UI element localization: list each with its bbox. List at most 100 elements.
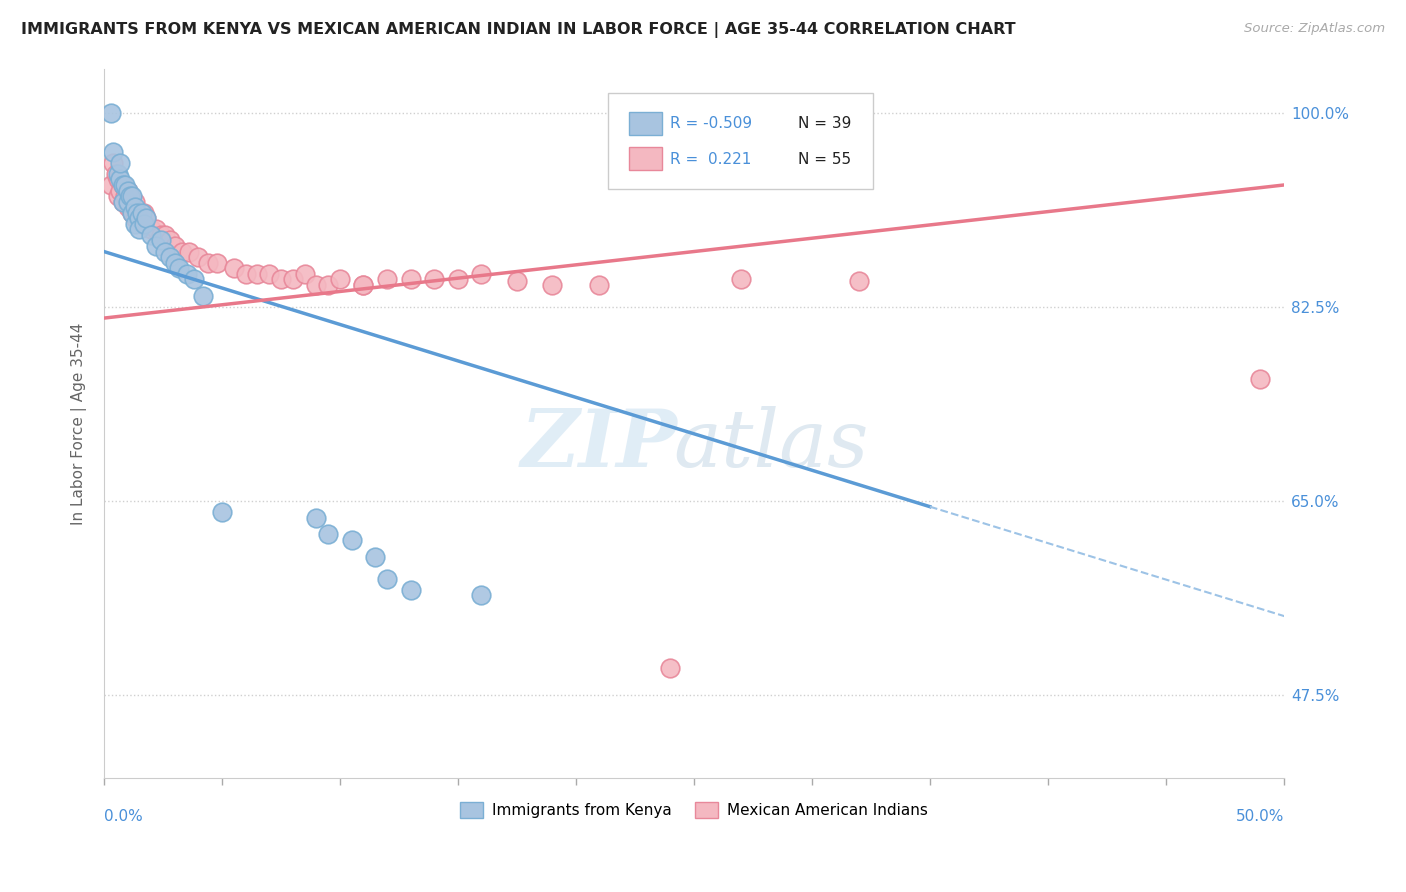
Text: ZIP: ZIP — [522, 406, 678, 483]
Text: atlas: atlas — [673, 406, 869, 483]
Point — [132, 205, 155, 219]
Text: R =  0.221: R = 0.221 — [671, 152, 752, 167]
Point — [128, 222, 150, 236]
Point — [135, 211, 157, 226]
Point — [177, 244, 200, 259]
Point — [117, 200, 139, 214]
Point — [128, 211, 150, 226]
Point — [353, 277, 375, 292]
Point — [170, 244, 193, 259]
Point — [139, 222, 162, 236]
Y-axis label: In Labor Force | Age 35-44: In Labor Force | Age 35-44 — [72, 322, 87, 524]
Point — [316, 527, 339, 541]
Point — [305, 510, 328, 524]
Point — [124, 200, 146, 214]
Point — [294, 267, 316, 281]
Point — [470, 267, 492, 281]
Point — [121, 205, 143, 219]
Point — [110, 172, 132, 186]
Point — [399, 582, 422, 597]
Point — [541, 277, 564, 292]
Point — [128, 211, 150, 226]
Point — [107, 167, 129, 181]
FancyBboxPatch shape — [628, 147, 662, 170]
Point — [118, 194, 141, 209]
FancyBboxPatch shape — [607, 94, 873, 189]
Point — [107, 189, 129, 203]
Point — [111, 178, 134, 192]
Point — [103, 156, 125, 170]
Point — [117, 194, 139, 209]
Point — [399, 272, 422, 286]
Text: R = -0.509: R = -0.509 — [671, 116, 752, 131]
Point — [110, 184, 132, 198]
Point — [364, 549, 387, 564]
Point — [197, 255, 219, 269]
Point — [124, 194, 146, 209]
Point — [506, 275, 529, 289]
Point — [155, 227, 177, 242]
Point — [135, 211, 157, 226]
Point — [169, 261, 191, 276]
Point — [470, 588, 492, 602]
Point — [111, 194, 134, 209]
Point — [1249, 372, 1271, 386]
Text: IMMIGRANTS FROM KENYA VS MEXICAN AMERICAN INDIAN IN LABOR FORCE | AGE 35-44 CORR: IMMIGRANTS FROM KENYA VS MEXICAN AMERICA… — [21, 22, 1015, 38]
Point — [270, 272, 292, 286]
Legend: Immigrants from Kenya, Mexican American Indians: Immigrants from Kenya, Mexican American … — [454, 796, 934, 824]
Point — [125, 205, 148, 219]
Point — [114, 178, 136, 192]
Point — [163, 239, 186, 253]
Point — [281, 272, 304, 286]
Text: 50.0%: 50.0% — [1236, 809, 1284, 824]
Point — [114, 189, 136, 203]
Point — [124, 217, 146, 231]
Point — [139, 227, 162, 242]
Point — [235, 267, 257, 281]
Point — [191, 289, 214, 303]
Point — [205, 255, 228, 269]
Point — [132, 217, 155, 231]
Text: 0.0%: 0.0% — [104, 809, 142, 824]
Point — [117, 184, 139, 198]
Text: N = 55: N = 55 — [797, 152, 851, 167]
Point — [155, 244, 177, 259]
Point — [659, 660, 682, 674]
Point — [131, 205, 153, 219]
Point — [176, 267, 198, 281]
Point — [423, 272, 446, 286]
Point — [149, 234, 172, 248]
Point — [159, 250, 181, 264]
Point — [100, 178, 122, 192]
Point — [447, 272, 470, 286]
Text: N = 39: N = 39 — [797, 116, 851, 131]
Text: Source: ZipAtlas.com: Source: ZipAtlas.com — [1244, 22, 1385, 36]
Point — [305, 277, 328, 292]
Point — [131, 217, 153, 231]
Point — [110, 156, 132, 170]
Point — [104, 167, 127, 181]
Point — [183, 272, 205, 286]
Point — [107, 172, 129, 186]
Point — [353, 277, 375, 292]
Point — [121, 189, 143, 203]
Point — [145, 222, 167, 236]
Point — [316, 277, 339, 292]
Point — [145, 239, 167, 253]
Point — [848, 275, 870, 289]
Point — [121, 205, 143, 219]
Point — [187, 250, 209, 264]
Point — [159, 234, 181, 248]
Point — [118, 189, 141, 203]
Point — [588, 277, 610, 292]
Point — [257, 267, 280, 281]
Point — [117, 184, 139, 198]
Point — [730, 272, 752, 286]
Point — [124, 211, 146, 226]
Point — [375, 572, 398, 586]
Point — [375, 272, 398, 286]
Point — [163, 255, 186, 269]
FancyBboxPatch shape — [628, 112, 662, 135]
Point — [149, 227, 172, 242]
Point — [222, 261, 245, 276]
